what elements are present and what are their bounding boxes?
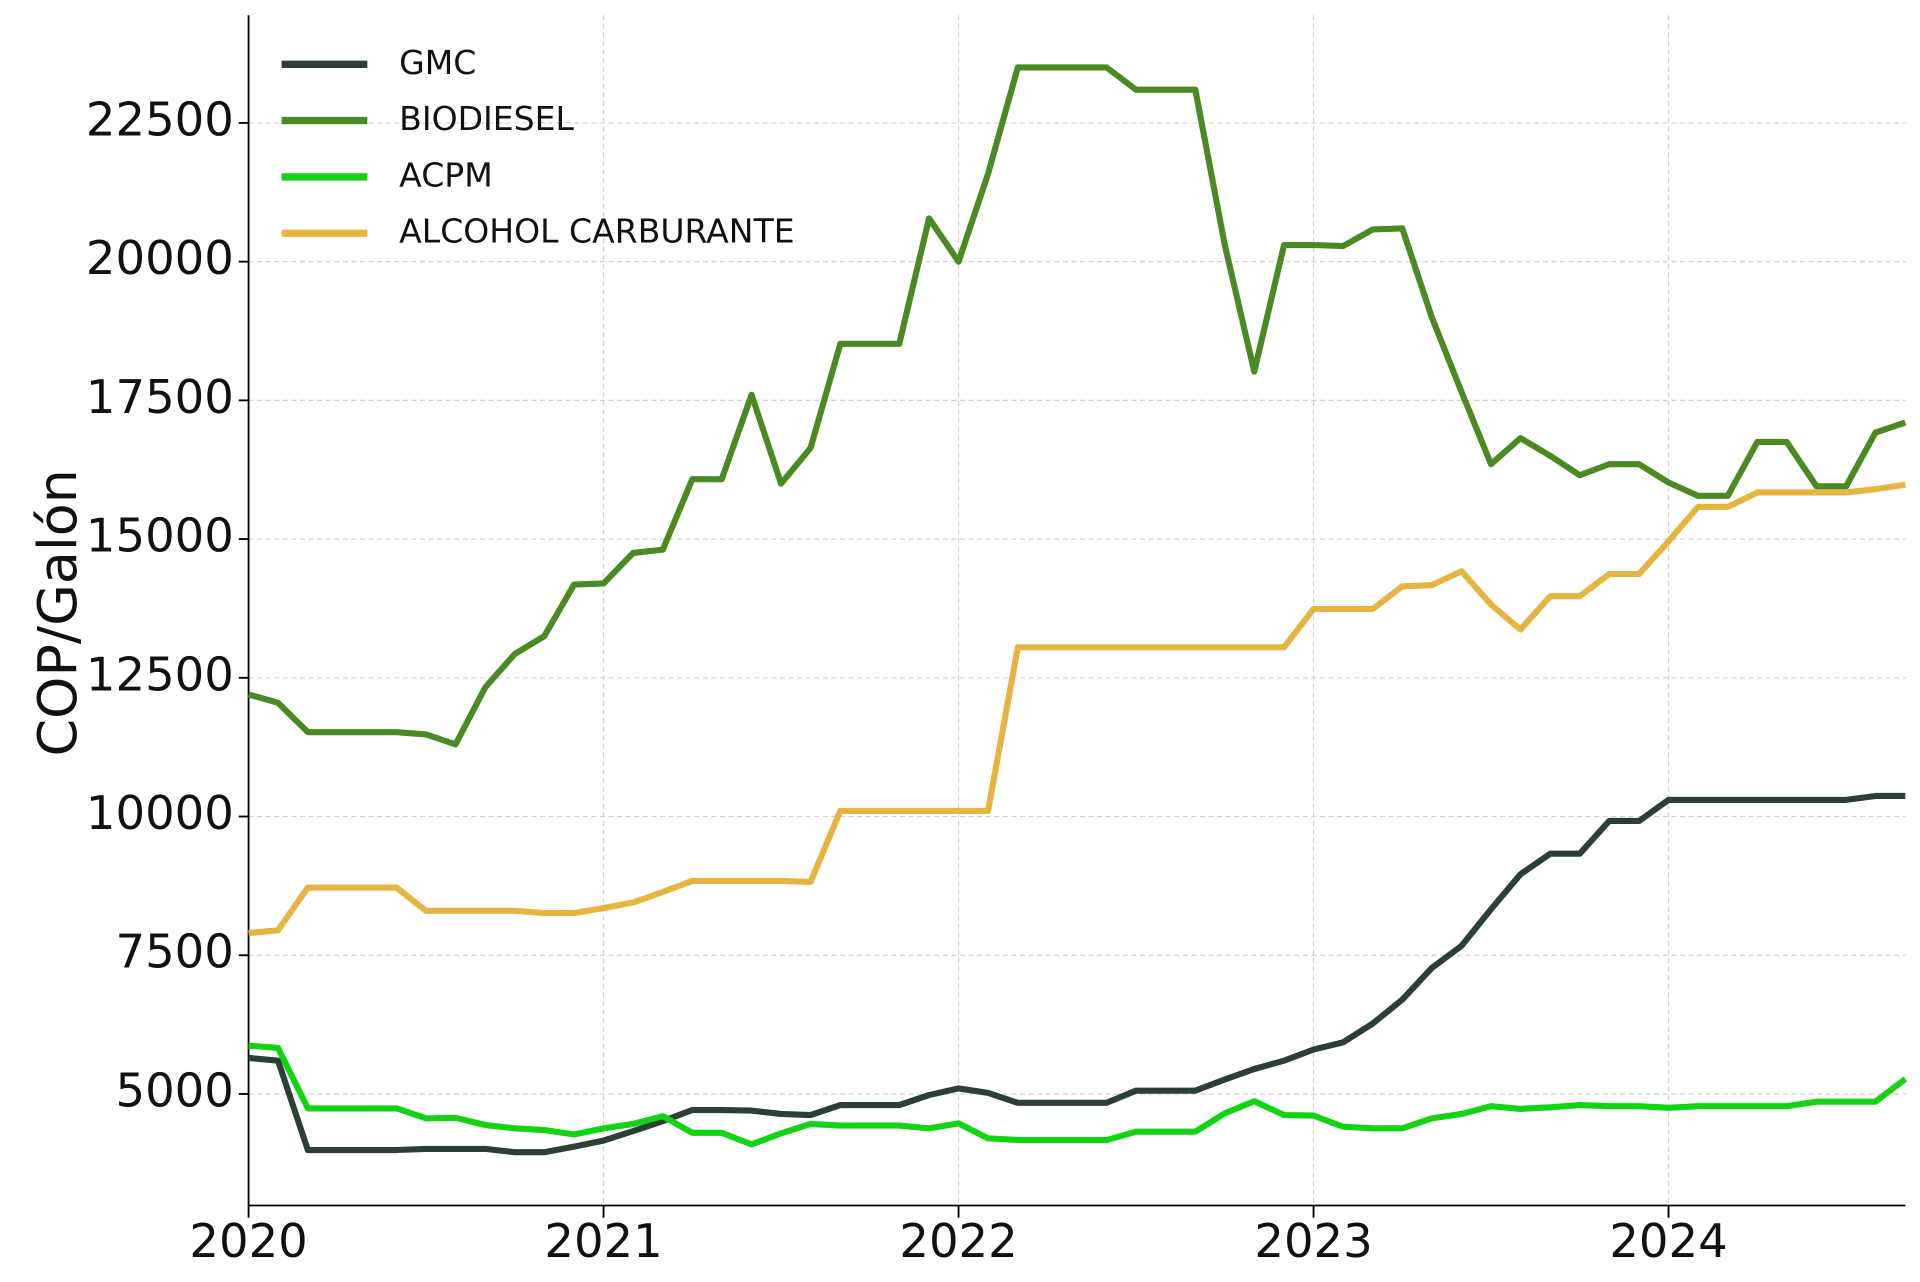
legend-text: BIODIESEL xyxy=(399,99,574,138)
y-tick-label: 12500 xyxy=(86,647,234,701)
y-tick-label: 17500 xyxy=(86,370,234,424)
legend-text: ACPM xyxy=(399,155,493,194)
y-axis-label: COP/Galón xyxy=(26,469,89,756)
y-tick-label: 15000 xyxy=(86,509,234,563)
y-tick-label: 20000 xyxy=(86,231,234,285)
legend-text: ALCOHOL CARBURANTE xyxy=(399,212,794,251)
series-line xyxy=(248,792,1906,1156)
legend-text: GMC xyxy=(399,43,476,82)
series-line xyxy=(247,64,1907,748)
x-tick-label: 2021 xyxy=(544,1214,662,1268)
x-tick-label: 2020 xyxy=(189,1214,307,1268)
x-tick-label: 2022 xyxy=(899,1214,1017,1268)
x-tick-label: 2024 xyxy=(1609,1214,1727,1268)
y-tick-label: 10000 xyxy=(86,786,234,840)
x-tick-label: 2023 xyxy=(1254,1214,1372,1268)
y-tick-label: 5000 xyxy=(115,1063,233,1117)
series-line xyxy=(248,481,1906,937)
series-line xyxy=(248,1042,1908,1148)
y-tick-label: 22500 xyxy=(86,92,234,146)
y-tick-label: 7500 xyxy=(115,925,233,979)
